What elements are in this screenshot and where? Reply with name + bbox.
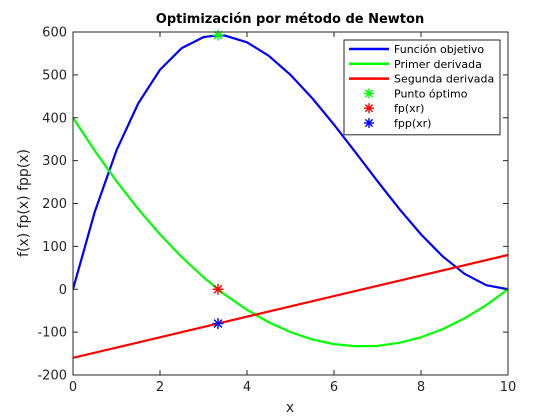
y-tick-label: -100 bbox=[37, 326, 67, 341]
y-tick-label: 400 bbox=[42, 111, 67, 126]
legend: Función objetivo Primer derivada Segunda d… bbox=[343, 39, 501, 136]
x-tick-label: 0 bbox=[69, 380, 77, 395]
series-group bbox=[73, 34, 508, 359]
chart-title: Optimización por método de Newton bbox=[156, 12, 424, 27]
series-line-2 bbox=[73, 116, 508, 348]
y-tick-label: -200 bbox=[37, 369, 67, 384]
y-tick-label: 100 bbox=[42, 240, 67, 255]
series-line-3 bbox=[73, 253, 508, 359]
y-tick-label: 200 bbox=[42, 197, 67, 212]
legend-entry: fp(xr) bbox=[364, 102, 424, 115]
y-tick-label: 300 bbox=[42, 154, 67, 169]
x-tick-label: 4 bbox=[243, 380, 251, 395]
legend-entry: Punto óptimo bbox=[364, 87, 468, 100]
legend-entry: Función objetivo bbox=[349, 43, 484, 56]
legend-label: fp(xr) bbox=[394, 102, 424, 115]
y-axis-label: f(x) fp(x) fpp(x) bbox=[16, 149, 32, 257]
legend-entry: Primer derivada bbox=[349, 58, 482, 71]
legend-box bbox=[343, 39, 501, 136]
legend-entry: Segunda derivada bbox=[349, 73, 494, 86]
x-axis-label: x bbox=[286, 400, 294, 416]
x-tick-label: 2 bbox=[156, 380, 164, 395]
marker-point-2 bbox=[212, 283, 224, 295]
x-tick-label: 8 bbox=[417, 380, 425, 395]
series-line-1 bbox=[73, 34, 508, 291]
legend-label: Segunda derivada bbox=[394, 73, 494, 86]
legend-swatch bbox=[364, 103, 374, 114]
legend-entry: fpp(xr) bbox=[364, 117, 431, 130]
marker-point-1 bbox=[212, 29, 224, 41]
y-tick-label: 600 bbox=[42, 26, 67, 41]
legend-swatch bbox=[364, 88, 374, 99]
y-tick-label: 500 bbox=[42, 68, 67, 83]
marker-point-3 bbox=[212, 318, 224, 330]
x-tick-label: 10 bbox=[500, 380, 517, 395]
legend-swatch bbox=[364, 118, 374, 128]
x-tick-label: 6 bbox=[330, 380, 338, 395]
y-tick-label: 0 bbox=[59, 283, 67, 298]
legend-label: Punto óptimo bbox=[394, 87, 468, 100]
legend-label: Primer derivada bbox=[394, 58, 482, 71]
legend-label: fpp(xr) bbox=[394, 117, 431, 130]
legend-label: Función objetivo bbox=[394, 43, 484, 56]
